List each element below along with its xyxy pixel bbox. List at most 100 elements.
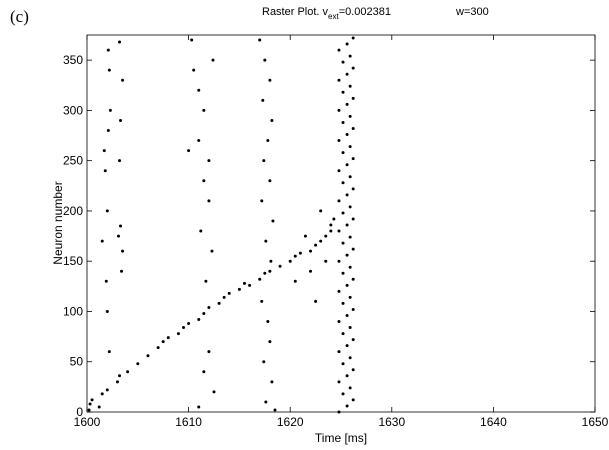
spike-point (341, 151, 345, 155)
x-tick-label: 1620 (277, 415, 304, 429)
spike-point (351, 247, 355, 251)
spike-point (268, 179, 272, 183)
spike-point (212, 390, 216, 394)
spike-point (348, 205, 352, 209)
spike-point (190, 38, 194, 42)
spike-point (329, 229, 333, 233)
spike-point (266, 139, 270, 143)
spike-point (345, 283, 349, 287)
spike-point (337, 259, 341, 263)
spike-point (90, 398, 94, 402)
spike-point (341, 211, 345, 215)
spike-point (348, 114, 352, 118)
spike-point (262, 360, 266, 364)
spike-point (118, 40, 122, 44)
spike-point (337, 229, 341, 233)
spike-point (176, 332, 180, 336)
spike-point (105, 209, 109, 213)
spike-point (248, 283, 252, 287)
spike-point (121, 249, 125, 253)
spike-point (337, 320, 341, 324)
spike-point (207, 305, 211, 309)
spike-point (202, 311, 206, 315)
spike-point (351, 126, 355, 130)
spike-point (341, 271, 345, 275)
spike-point (121, 78, 125, 82)
spike-point (288, 259, 292, 263)
spike-point (351, 368, 355, 372)
spike-point (105, 388, 109, 392)
spike-point (197, 139, 201, 143)
spike-point (303, 234, 307, 238)
spike-point (262, 159, 266, 163)
spike-point (263, 271, 267, 275)
title-subscript: ext (328, 12, 339, 21)
spike-point (351, 307, 355, 311)
spike-point (341, 332, 345, 336)
spike-point (261, 98, 265, 102)
y-axis-label: Neuron number (51, 181, 65, 264)
x-tick-label: 1600 (74, 415, 101, 429)
spike-point (104, 279, 108, 283)
y-tick-label: 150 (63, 254, 83, 268)
spike-point (242, 281, 246, 285)
title-main: Raster Plot. v (262, 6, 329, 18)
spike-point (119, 224, 123, 228)
panel-label: (c) (10, 7, 29, 26)
spike-point (341, 241, 345, 245)
spike-point (345, 163, 349, 167)
spike-point (270, 118, 274, 122)
spike-point (337, 410, 341, 414)
annotation: w=300 (455, 6, 489, 18)
spike-point (192, 68, 196, 72)
spike-point (187, 322, 191, 326)
y-tick-label: 50 (70, 355, 84, 369)
spike-point (345, 253, 349, 257)
spike-point (329, 223, 333, 227)
spike-point (268, 269, 272, 273)
spike-point (271, 219, 275, 223)
y-tick-label: 300 (63, 103, 83, 117)
x-tick-label: 1650 (582, 415, 609, 429)
spike-point (348, 356, 352, 360)
spike-point (324, 234, 328, 238)
spike-point (345, 102, 349, 106)
chart-title: Raster Plot. vext=0.002381 (262, 6, 391, 21)
y-tick-label: 0 (76, 405, 83, 419)
spike-point (341, 60, 345, 64)
spike-point (100, 392, 104, 396)
spike-point (270, 380, 274, 384)
spike-point (217, 301, 221, 305)
spike-point (182, 326, 186, 330)
spike-point (337, 108, 341, 112)
spike-point (187, 149, 191, 153)
spike-point (337, 48, 341, 52)
plot-frame (86, 34, 596, 413)
spike-point (351, 398, 355, 402)
spike-point (324, 259, 328, 263)
spike-point (341, 362, 345, 366)
spike-point (341, 181, 345, 185)
spike-point (278, 264, 282, 268)
spike-point (106, 129, 110, 133)
spike-point (116, 234, 120, 238)
spike-point (227, 291, 231, 295)
spike-point (268, 340, 272, 344)
spike-point (263, 58, 267, 62)
spike-point (97, 405, 101, 409)
spike-point (258, 38, 262, 42)
spike-point (87, 408, 91, 412)
spike-point (273, 408, 277, 412)
spike-point (337, 78, 341, 82)
spike-point (351, 96, 355, 100)
spike-point (348, 145, 352, 149)
spike-point (146, 354, 150, 358)
spike-point (341, 392, 345, 396)
spike-point (348, 54, 352, 58)
spike-point (341, 301, 345, 305)
spike-point (337, 350, 341, 354)
spike-point (118, 374, 122, 378)
spike-point (260, 299, 264, 303)
spike-point (319, 239, 323, 243)
spike-point (293, 279, 297, 283)
